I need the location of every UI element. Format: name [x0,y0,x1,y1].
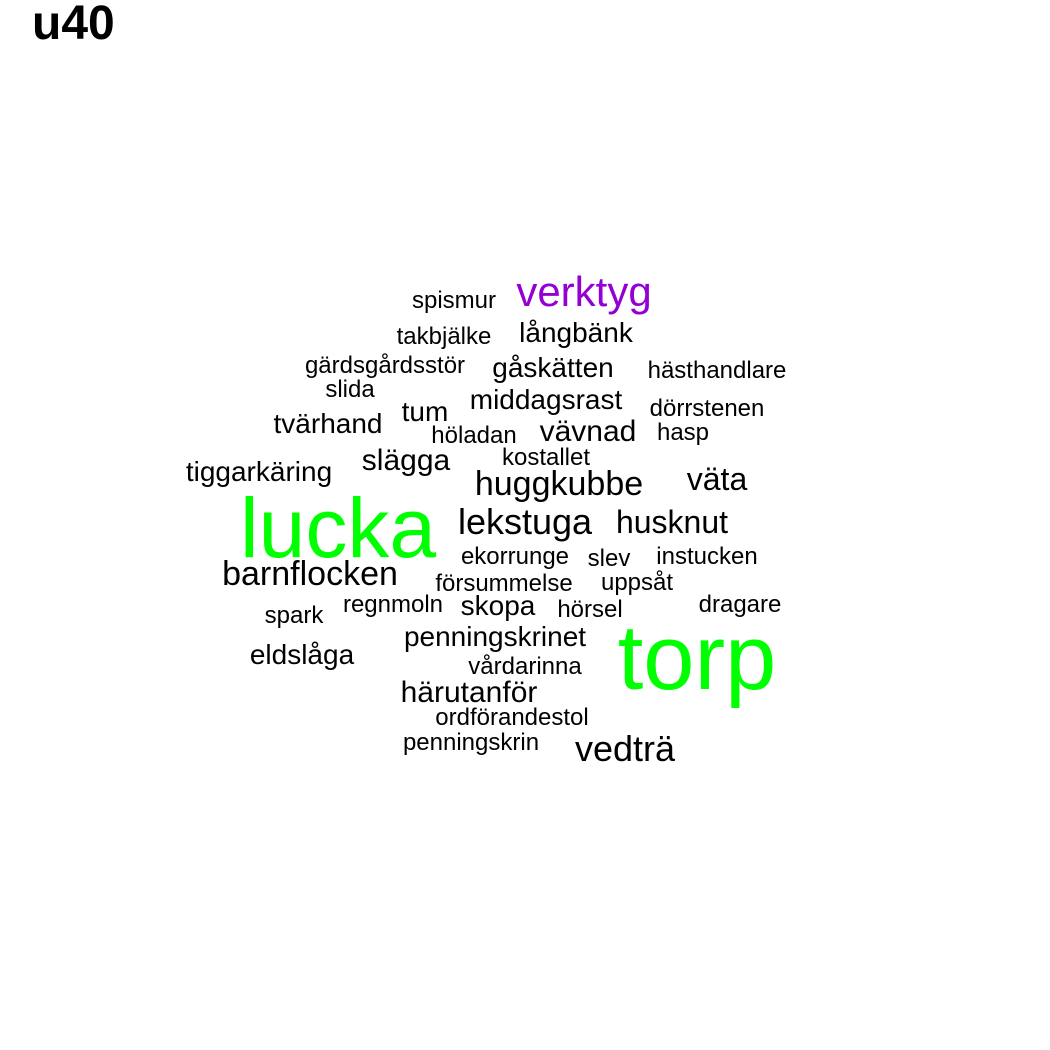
word-tum: tum [401,396,449,427]
word-vardarinna: vårdarinna [468,653,582,680]
word-regnmoln: regnmoln [342,591,444,618]
word-middagsrast: middagsrast [469,384,623,415]
plot-title: u40 [32,0,115,50]
word-harutanfor: härutanför [400,676,538,709]
word-slida: slida [325,376,375,403]
word-ekorrunge: ekorrunge [460,543,570,570]
word-spark: spark [264,602,324,629]
word-slagga: slägga [361,444,451,477]
word-gaskatten: gåskätten [492,352,614,383]
word-lekstuga: lekstuga [457,501,593,542]
word-vedtra: vedträ [574,728,676,769]
word-kostallet: kostallet [501,444,591,471]
word-spismur: spismur [411,287,497,314]
word-eldslaga: eldslåga [249,639,355,670]
word-holadan: höladan [431,422,517,449]
word-forsummelse: försummelse [435,570,573,597]
word-hasp: hasp [656,419,710,446]
word-torp: torp [617,607,777,709]
word-huggkubbe: huggkubbe [474,465,644,503]
word-takbjalke: takbjälke [396,323,492,350]
word-instucken: instucken [656,543,758,570]
word-ordforandestol: ordförandestol [435,704,589,731]
word-husknut: husknut [615,504,729,540]
word-barnflocken: barnflocken [222,555,398,593]
word-lucka: lucka [239,481,437,575]
word-vavnad: vävnad [539,415,637,448]
word-gardsgardsstor: gärdsgårdsstör [304,352,466,379]
word-dragare: dragare [698,591,782,618]
word-dorrstenen: dörrstenen [649,395,765,422]
word-penningskrin: penningskrin [402,729,540,756]
word-penningskrinet: penningskrinet [403,621,587,652]
word-slev: slev [587,545,631,572]
word-horsel: hörsel [557,596,623,623]
word-uppsat: uppsåt [600,569,674,596]
word-skopa: skopa [460,590,536,621]
word-langbank: långbänk [519,317,633,348]
word-verktyg: verktyg [516,268,652,315]
word-tiggarkaring: tiggarkäring [185,456,333,487]
word-tvarhand: tvärhand [273,408,383,439]
word-vata: väta [686,461,748,497]
word-hasthandlare: hästhandlare [647,357,787,384]
